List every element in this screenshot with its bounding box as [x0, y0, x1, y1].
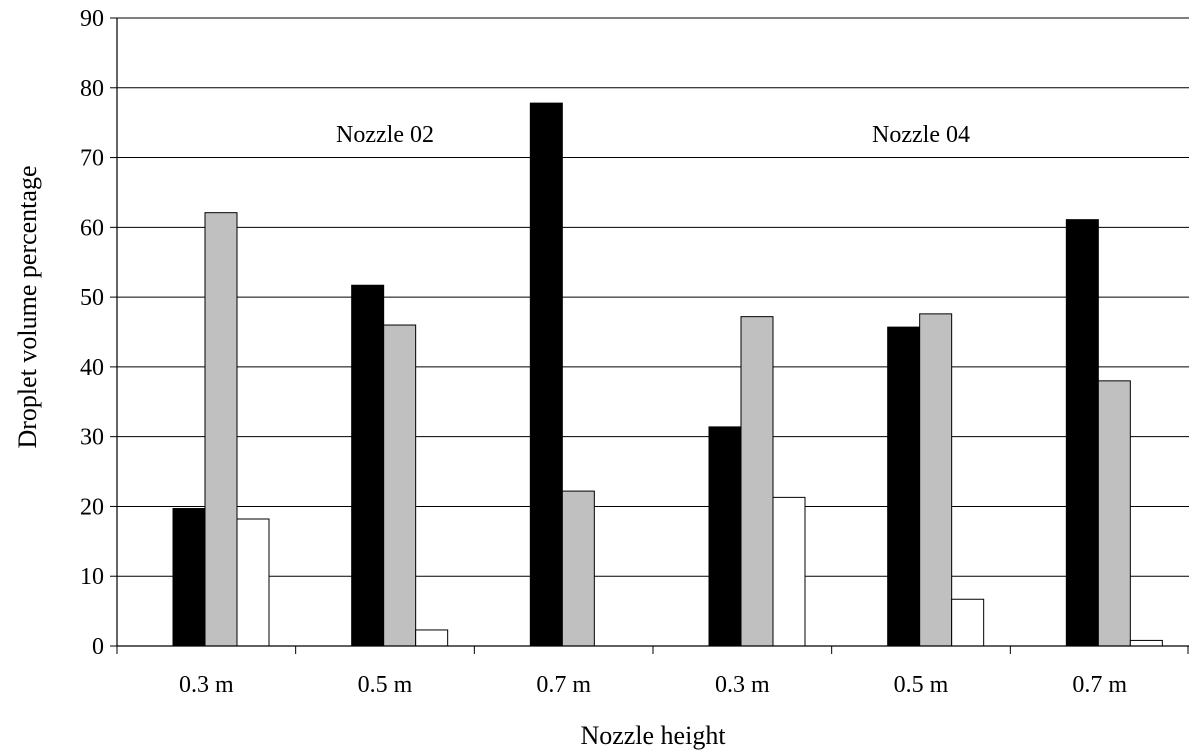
- y-tick-label: 30: [80, 425, 104, 451]
- group-labels: Nozzle 02 Nozzle 04: [336, 122, 970, 148]
- y-tick-label: 20: [80, 494, 104, 520]
- gridlines: [117, 17, 1189, 577]
- bar: [740, 316, 774, 647]
- x-tick-labels: 0.3 m 0.5 m 0.7 m 0.3 m 0.5 m 0.7 m: [179, 672, 1127, 698]
- y-axis-title: Droplet volume percentage: [13, 166, 42, 449]
- x-axis-title: Nozzle height: [580, 721, 726, 750]
- axes: [110, 17, 1189, 654]
- x-tick-label: 0.5 m: [358, 672, 413, 698]
- bar: [204, 212, 238, 647]
- bar: [529, 102, 563, 647]
- y-tick-label: 70: [80, 146, 104, 172]
- y-tick-label: 40: [80, 355, 104, 381]
- x-tick-label: 0.5 m: [894, 672, 949, 698]
- bar: [172, 508, 206, 647]
- bar: [415, 629, 449, 647]
- bar: [236, 518, 270, 647]
- bar: [383, 324, 417, 647]
- y-tick-label: 50: [80, 285, 104, 311]
- group-label: Nozzle 04: [872, 122, 970, 148]
- bar: [887, 326, 921, 647]
- bar: [708, 426, 742, 647]
- x-tick-label: 0.7 m: [536, 672, 591, 698]
- bars: [172, 102, 1163, 647]
- y-tick-label: 80: [80, 76, 104, 102]
- y-tick-label: 0: [92, 634, 104, 660]
- bar: [1065, 219, 1099, 647]
- y-tick-labels: 0 10 20 30 40 50 60 70 80 90: [80, 6, 104, 660]
- x-tick-label: 0.3 m: [715, 672, 770, 698]
- x-tick-label: 0.3 m: [179, 672, 234, 698]
- y-tick-label: 90: [80, 6, 104, 32]
- bar: [772, 496, 806, 647]
- bar: [351, 284, 385, 647]
- group-label: Nozzle 02: [336, 122, 434, 148]
- bar: [919, 313, 953, 647]
- y-tick-label: 60: [80, 215, 104, 241]
- x-tick-label: 0.7 m: [1072, 672, 1127, 698]
- bar: [1097, 380, 1131, 647]
- y-tick-label: 10: [80, 564, 104, 590]
- bar: [951, 598, 985, 647]
- bar: [561, 490, 595, 647]
- bar: [1129, 639, 1163, 647]
